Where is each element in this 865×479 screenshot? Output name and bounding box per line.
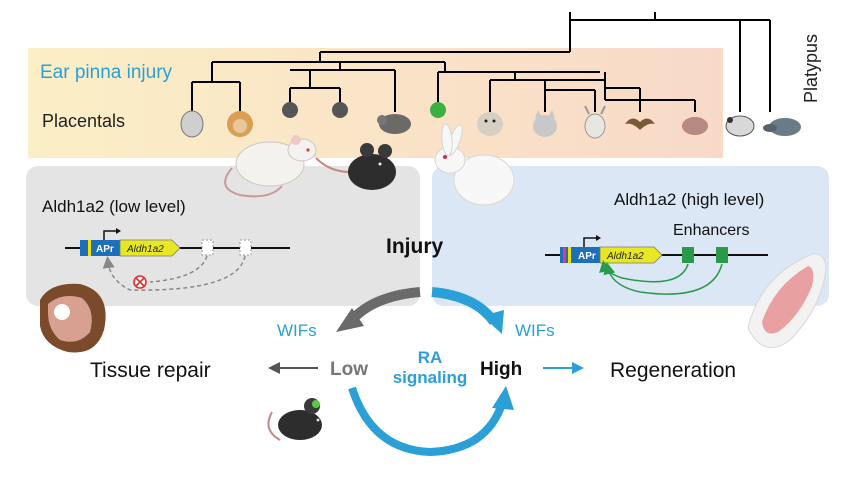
tip-node-gray-1 [282,102,298,118]
left-promoter-label: APr [96,244,114,255]
injury-label: Injury [386,235,443,258]
platypus-icon [763,118,801,136]
rabbit-illustration [434,123,515,206]
dog-icon [477,112,503,136]
bat-icon [625,118,655,130]
black-mouse-illustration [315,143,396,190]
rodent-icon [377,114,411,134]
wounded-ear-illustration [40,283,106,353]
low-label: Low [330,359,368,380]
right-gene-locus: APr Aldh1a2 [545,235,768,295]
arrow-to-tissue-repair [268,362,318,374]
signaling-label: signaling [393,368,468,387]
left-gene-box-label: Aldh1a2 [126,244,164,255]
rabbit-ear-illustration [747,253,827,349]
cat-icon [533,110,557,137]
inactive-enhancer-1 [201,239,214,256]
high-label: High [480,359,522,380]
tissue-repair-label: Tissue repair [90,359,211,382]
wifs-right-label: WIFs [515,321,555,340]
right-promoter-label: APr [578,251,596,262]
aldh1a2-high-label: Aldh1a2 (high level) [614,190,764,209]
tip-node-green [430,102,446,118]
blue-arc-arrow-bottom [348,386,506,457]
arrow-to-regeneration [543,362,584,374]
inactive-enhancer-2 [239,239,252,256]
human-head-icon [180,110,204,138]
tip-node-gray-2 [332,102,348,118]
opossum-icon [725,115,755,137]
aldh1a2-low-label: Aldh1a2 (low level) [42,197,186,216]
wifs-left-label: WIFs [277,321,317,340]
right-gene-box-label: Aldh1a2 [606,251,644,262]
regeneration-label: Regeneration [610,359,736,382]
placentals-label: Placentals [42,111,125,131]
active-enhancer-1 [682,247,694,263]
ra-label: RA [418,348,443,367]
rat-illustration [224,135,317,198]
phylogenetic-tree [191,12,771,112]
ear-pinna-injury-label: Ear pinna injury [40,62,173,83]
active-enhancer-2 [716,247,728,263]
left-panel [26,166,420,306]
left-gene-locus: APr Aldh1a2 [65,228,290,291]
placentals-band [28,48,723,158]
enhancers-label: Enhancers [673,222,750,239]
goat-icon [584,105,606,139]
ear-hole [54,304,70,320]
platypus-label: Platypus [801,34,821,103]
armadillo-icon [682,117,708,135]
monkey-icon [227,111,253,137]
small-mouse-illustration [267,398,322,441]
right-panel [432,166,829,306]
